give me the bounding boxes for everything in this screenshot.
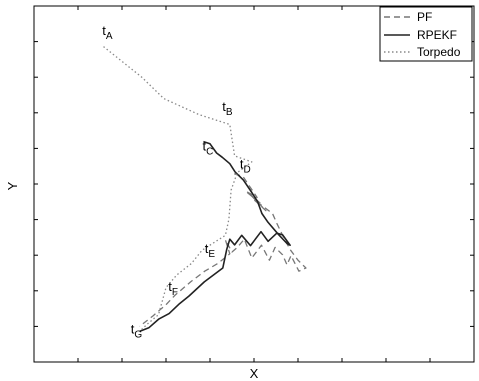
time-label-d: tD (240, 156, 251, 175)
axes-frame (33, 5, 475, 363)
y-axis-label: Y (5, 181, 20, 190)
legend: PF RPEKF Torpedo (379, 6, 473, 62)
series-line-rpekf (139, 140, 291, 333)
time-label-f: tF (168, 279, 178, 298)
time-label-a: tA (102, 23, 113, 42)
time-label-e: tE (205, 241, 216, 260)
time-label-c: tC (203, 139, 214, 158)
plot-area: tA tB tC tD tE tF tG (33, 5, 475, 363)
legend-label-rpekf: RPEKF (417, 28, 457, 42)
annotation-layer: tA tB tC tD tE tF tG (102, 23, 251, 340)
x-axis-label: X (250, 366, 259, 381)
series-layer (103, 46, 307, 333)
legend-label-torpedo: Torpedo (417, 45, 461, 59)
legend-box (379, 6, 473, 62)
time-label-g: tG (131, 322, 143, 341)
time-label-b: tB (222, 99, 233, 118)
axis-ticks (34, 6, 474, 362)
legend-label-pf: PF (417, 10, 432, 24)
